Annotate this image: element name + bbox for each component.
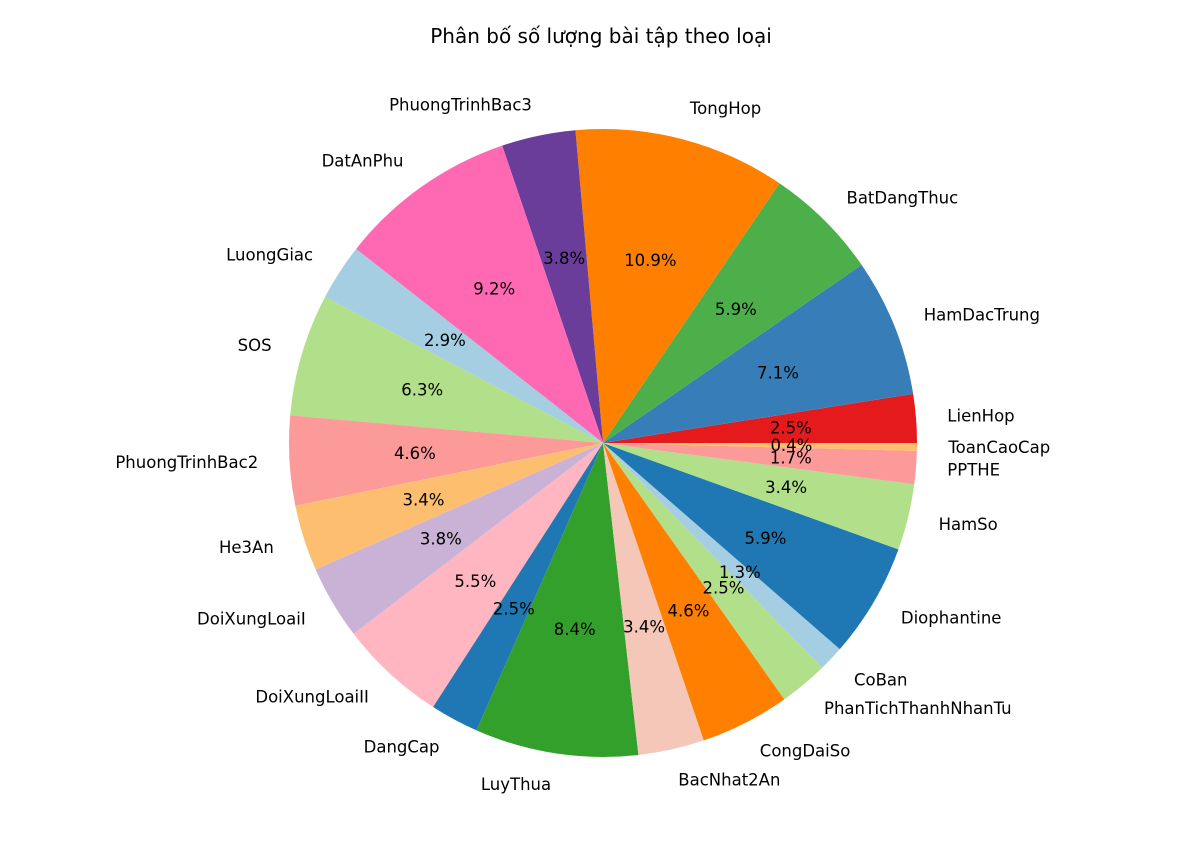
slice-percent-tonghop: 10.9%	[624, 251, 676, 270]
slice-label-toancaocap: ToanCaoCap	[947, 438, 1050, 457]
slice-percent-toancaocap: 0.4%	[770, 436, 812, 455]
slice-label-phuongtrinhbac3: PhuongTrinhBac3	[389, 96, 532, 115]
slice-label-doixungloaiii: DoiXungLoaiII	[255, 688, 369, 707]
slice-label-phantichthanhnhantu: PhanTichThanhNhanTu	[824, 699, 1012, 718]
pie-slice-sos	[290, 296, 603, 443]
pie-slice-phuongtrinhbac2	[288, 415, 603, 506]
pie-slice-luythua	[476, 443, 639, 757]
slice-percent-hamso: 3.4%	[765, 478, 807, 497]
slice-percent-coban: 1.3%	[719, 563, 761, 582]
slice-label-bacnhat2an: BacNhat2An	[678, 771, 780, 790]
slice-label-dangcap: DangCap	[364, 738, 440, 757]
slice-label-he3an: He3An	[219, 538, 274, 557]
slice-label-diophantine: Diophantine	[901, 608, 1002, 627]
pie-slice-phuongtrinhbac3	[502, 130, 603, 443]
slice-label-hamso: HamSo	[939, 515, 998, 534]
slice-label-hamdactrung: HamDacTrung	[924, 305, 1040, 324]
pie-slice-ppthe	[603, 443, 917, 485]
slice-percent-phuongtrinhbac3: 3.8%	[543, 249, 585, 268]
chart-title: Phân bố số lượng bài tập theo loại	[430, 24, 772, 48]
pie-slice-lienhop	[603, 393, 917, 443]
pie-slice-bacnhat2an	[603, 443, 704, 755]
pie-slice-toancaocap	[603, 443, 917, 451]
slice-percent-phuongtrinhbac2: 4.6%	[394, 444, 436, 463]
slice-label-batdangthuc: BatDangThuc	[847, 189, 959, 208]
slice-label-doixungloaii: DoiXungLoaiI	[197, 609, 306, 628]
slice-label-coban: CoBan	[854, 671, 908, 690]
category-labels: LienHop HamDacTrung BatDangThuc TongHop Phuo…	[115, 96, 1050, 795]
pie-slice-coban	[603, 443, 840, 668]
slice-percent-datanphu: 9.2%	[473, 280, 515, 299]
pie-slice-diophantine	[603, 443, 899, 650]
pie-slices	[288, 128, 917, 757]
slice-percent-dangcap: 2.5%	[493, 599, 535, 618]
slice-percent-doixungloaii: 3.8%	[420, 529, 462, 548]
slice-percent-diophantine: 5.9%	[745, 529, 787, 548]
slice-label-luonggiac: LuongGiac	[226, 246, 313, 265]
slice-percent-bacnhat2an: 3.4%	[623, 617, 665, 636]
slice-percent-congdaiso: 4.6%	[668, 601, 710, 620]
pie-slice-phantichthanhnhantu	[603, 443, 823, 700]
slice-percent-sos: 6.3%	[401, 380, 443, 399]
pie-slice-congdaiso	[603, 443, 785, 741]
slice-percent-he3an: 3.4%	[403, 491, 445, 510]
slice-label-sos: SOS	[238, 336, 272, 355]
pie-slice-batdangthuc	[603, 183, 862, 444]
slice-percent-phantichthanhnhantu: 2.5%	[703, 578, 745, 597]
pie-slice-hamdactrung	[603, 264, 914, 443]
slice-percent-lienhop: 2.5%	[770, 419, 812, 438]
pie-slice-hamso	[603, 443, 915, 550]
pie-slice-dangcap	[433, 443, 603, 731]
slice-label-tonghop: TongHop	[689, 99, 761, 118]
slice-percent-doixungloaiii: 5.5%	[454, 572, 496, 591]
pie-slice-doixungloaiii	[353, 443, 603, 708]
slice-percent-ppthe: 1.7%	[770, 448, 812, 467]
slice-label-luythua: LuyThua	[481, 775, 551, 794]
slice-label-ppthe: PPTHE	[947, 461, 1000, 480]
percent-labels: 2.5%7.1%5.9%10.9%3.8%9.2%2.9%6.3%4.6%3.4…	[394, 249, 812, 639]
slice-label-phuongtrinhbac2: PhuongTrinhBac2	[115, 453, 258, 472]
pie-slice-doixungloaii	[315, 443, 603, 634]
pie-slice-he3an	[295, 443, 603, 570]
slice-label-datanphu: DatAnPhu	[322, 152, 404, 171]
slice-percent-batdangthuc: 5.9%	[715, 300, 757, 319]
slice-percent-hamdactrung: 7.1%	[757, 364, 799, 383]
slice-percent-luythua: 8.4%	[554, 620, 596, 639]
slice-label-lienhop: LienHop	[947, 406, 1014, 425]
pie-slice-datanphu	[356, 145, 603, 444]
slice-label-congdaiso: CongDaiSo	[760, 741, 851, 760]
pie-slice-tonghop	[575, 128, 780, 443]
slice-percent-luonggiac: 2.9%	[424, 331, 466, 350]
pie-slice-luonggiac	[325, 248, 603, 443]
